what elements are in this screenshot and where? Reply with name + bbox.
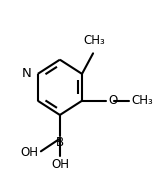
Text: O: O: [108, 94, 117, 107]
Text: OH: OH: [51, 158, 69, 171]
Text: CH₃: CH₃: [131, 94, 153, 107]
Text: B: B: [56, 136, 64, 149]
Text: OH: OH: [20, 146, 39, 159]
Text: CH₃: CH₃: [84, 34, 105, 47]
Text: N: N: [22, 67, 31, 80]
